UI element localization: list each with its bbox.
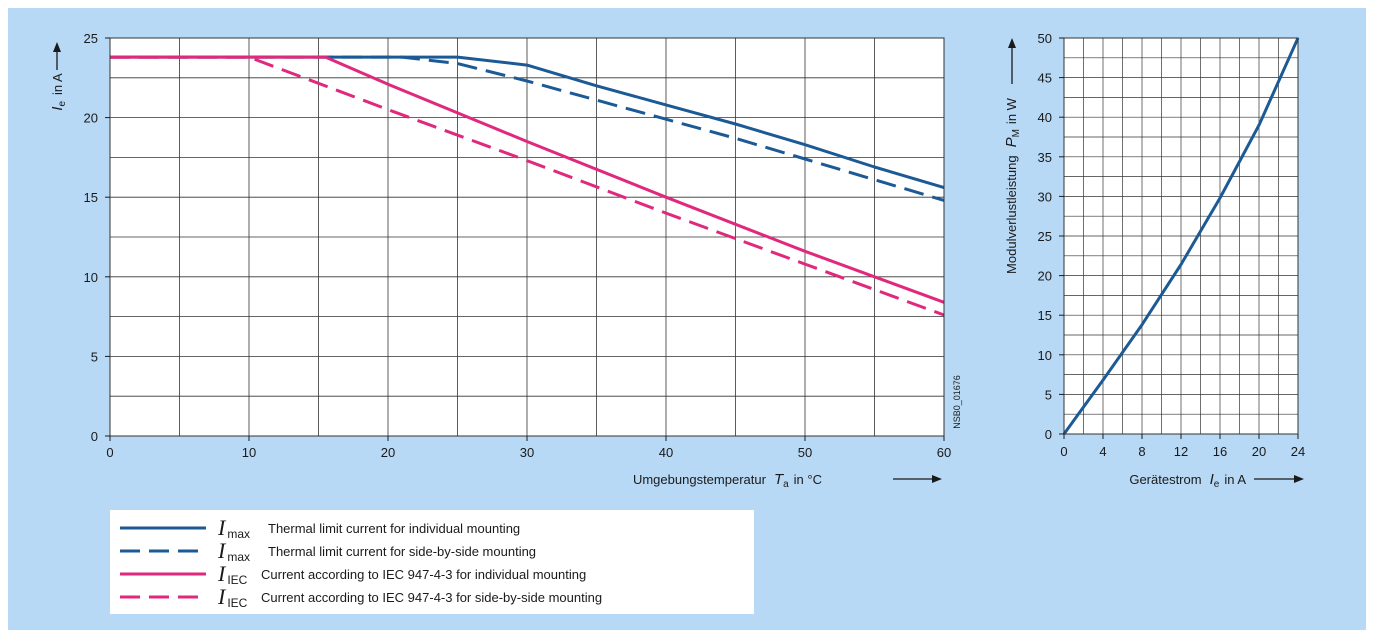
chart1-series-line-2 <box>110 55 945 202</box>
legend-box <box>110 510 754 614</box>
chart1-y-axis-label: Ie in A <box>49 73 68 111</box>
chart2-x-arrow-head <box>1294 475 1304 483</box>
chart2-y-tick-label: 15 <box>1038 308 1052 323</box>
chart1-xlabel-symbol: T <box>774 471 785 488</box>
chart1-xlabel-unit: in °C <box>794 472 822 487</box>
chart1-x-tick-label: 40 <box>659 445 673 460</box>
chart1-x-ticks: 0 10 20 30 40 50 60 <box>106 436 951 460</box>
chart1-xlabel-sub: a <box>783 479 789 490</box>
chart1-y-tick-label: 0 <box>91 429 98 444</box>
chart2-xlabel-unit: in A <box>1224 472 1246 487</box>
svg-text:Iein A: Ie in A <box>49 73 68 111</box>
chart-current-vs-temperature: 0 10 20 30 40 50 60 0 5 10 15 20 25 Ie in A Umgebung… <box>49 31 962 490</box>
chart1-series-line-3 <box>110 55 945 304</box>
chart1-x-tick-label: 0 <box>106 445 113 460</box>
chart2-series-line-1 <box>1062 37 1300 435</box>
chart1-y-arrow-head <box>53 42 61 52</box>
chart1-ylabel-unit: in A <box>50 73 65 95</box>
chart2-y-tick-label: 35 <box>1038 150 1052 165</box>
chart2-grid <box>1064 38 1298 434</box>
chart1-y-tick-label: 15 <box>84 190 98 205</box>
chart2-y-tick-label: 40 <box>1038 110 1052 125</box>
legend-label-1: Thermal limit current for individual mou… <box>268 521 520 536</box>
chart1-xlabel-text: Umgebungstemperatur <box>633 472 767 487</box>
chart2-y-tick-label: 5 <box>1045 387 1052 402</box>
chart1-x-tick-label: 10 <box>242 445 256 460</box>
chart2-ylabel-sub: M <box>1011 129 1022 137</box>
chart2-y-tick-label: 20 <box>1038 269 1052 284</box>
chart1-ylabel-sub: e <box>57 101 68 107</box>
chart2-ylabel-symbol: P <box>1003 137 1020 147</box>
chart1-x-tick-label: 60 <box>937 445 951 460</box>
legend-label-3: Current according to IEC 947-4-3 for ind… <box>261 567 586 582</box>
chart1-x-tick-label: 20 <box>381 445 395 460</box>
chart1-x-axis-label: Umgebungstemperatur Ta in °C <box>633 471 822 490</box>
chart1-series-layer <box>110 55 945 317</box>
chart2-y-ticks: 0 5 10 15 20 25 30 35 40 45 50 <box>1038 31 1064 442</box>
chart2-x-tick-label: 24 <box>1291 444 1305 459</box>
chart2-x-tick-label: 4 <box>1099 444 1106 459</box>
chart1-x-arrow-head <box>932 475 942 483</box>
chart2-y-tick-label: 25 <box>1038 229 1052 244</box>
legend-symbol-sub-2: max <box>227 550 250 564</box>
chart1-y-tick-label: 20 <box>84 111 98 126</box>
chart2-ylabel-text: Modulverlustleistung <box>1004 155 1019 274</box>
legend-label-4: Current according to IEC 947-4-3 for sid… <box>261 590 602 605</box>
chart2-xlabel-sub: e <box>1214 479 1220 490</box>
chart2-y-axis-label: Modulverlustleistung PMin W <box>1003 97 1022 274</box>
chart1-y-tick-label: 10 <box>84 270 98 285</box>
chart1-y-tick-label: 25 <box>84 31 98 46</box>
chart1-ylabel-symbol: I <box>49 107 66 111</box>
chart2-y-tick-label: 10 <box>1038 348 1052 363</box>
chart2-x-axis-label: Gerätestrom Ie in A <box>1129 471 1246 490</box>
chart1-figure-code: NSB0_01676 <box>952 375 962 429</box>
legend-symbol-sub-1: max <box>227 527 250 541</box>
chart2-x-ticks: 0 4 8 12 16 20 24 <box>1060 434 1305 459</box>
chart2-y-tick-label: 30 <box>1038 189 1052 204</box>
chart2-xlabel-text: Gerätestrom <box>1129 472 1201 487</box>
chart2-y-tick-label: 45 <box>1038 71 1052 86</box>
chart1-grid <box>110 38 944 436</box>
chart2-series-layer <box>1062 37 1300 435</box>
chart2-x-tick-label: 0 <box>1060 444 1067 459</box>
chart-power-loss-vs-current: 0 4 8 12 16 20 24 0 5 10 15 20 25 30 35 40 45 50 Modulve… <box>1003 31 1305 490</box>
chart1-series-line-4 <box>110 55 945 317</box>
chart2-xlabel-symbol: I <box>1210 471 1214 488</box>
chart2-y-arrow-head <box>1008 38 1016 48</box>
chart2-x-tick-label: 20 <box>1252 444 1266 459</box>
chart2-x-tick-label: 12 <box>1174 444 1188 459</box>
chart1-x-tick-label: 50 <box>798 445 812 460</box>
chart1-y-tick-label: 5 <box>91 349 98 364</box>
chart2-x-tick-label: 16 <box>1213 444 1227 459</box>
legend-label-2: Thermal limit current for side-by-side m… <box>268 544 536 559</box>
legend-symbol-sub-4: IEC <box>227 596 247 610</box>
svg-text:ModulverlustleistungPMin W: Modulverlustleistung PMin W <box>1003 97 1022 274</box>
chart2-ylabel-unit: in W <box>1004 97 1019 124</box>
legend-symbol-sub-3: IEC <box>227 573 247 587</box>
chart1-x-tick-label: 30 <box>520 445 534 460</box>
chart2-y-tick-label: 50 <box>1038 31 1052 46</box>
chart2-y-tick-label: 0 <box>1045 427 1052 442</box>
chart2-x-tick-label: 8 <box>1138 444 1145 459</box>
chart1-y-ticks: 0 5 10 15 20 25 <box>84 31 110 444</box>
chart1-series-line-1 <box>110 55 945 190</box>
